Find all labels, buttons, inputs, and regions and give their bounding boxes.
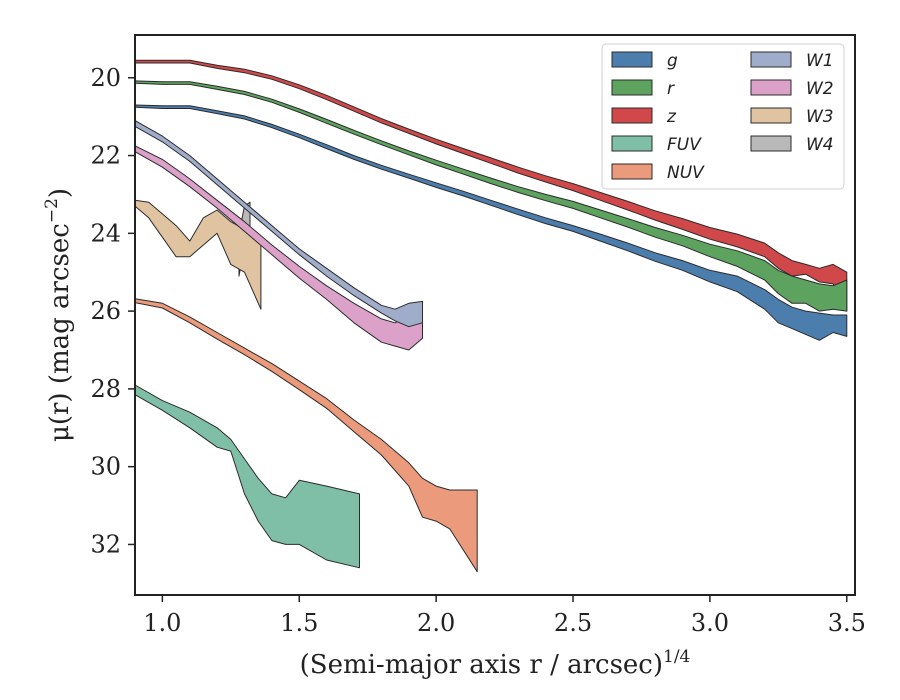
- series-band-nuv: [134, 298, 478, 573]
- x-tick-label: 1.0: [143, 609, 181, 637]
- legend-swatch-r: [611, 79, 653, 96]
- legend-swatch-w4: [750, 135, 792, 152]
- x-tick-label: 3.0: [691, 609, 729, 637]
- legend-swatch-z: [611, 107, 653, 124]
- legend-label-r: r: [667, 79, 675, 99]
- legend-label-fuv: FUV: [667, 135, 702, 155]
- legend-label-g: g: [667, 51, 678, 71]
- y-tick-label: 24: [90, 219, 121, 247]
- legend-swatch-nuv: [611, 163, 653, 180]
- y-tick-label: 26: [90, 297, 121, 325]
- x-tick-label: 3.5: [828, 609, 866, 637]
- legend-swatch-w1: [750, 51, 792, 68]
- series-band-g: [134, 104, 848, 341]
- series-bands: [134, 59, 848, 573]
- y-tick-label: 30: [90, 453, 121, 481]
- series-band-w2: [134, 145, 423, 351]
- legend-swatch-fuv: [611, 135, 653, 152]
- x-axis-title: (Semi-major axis r / arcsec)1/4: [300, 647, 691, 680]
- y-axis-title: μ(r) (mag arcsec−2): [42, 188, 75, 442]
- x-axis: 1.0 1.5 2.0 2.5 3.0 3.5: [143, 595, 866, 637]
- x-tick-label: 2.5: [554, 609, 592, 637]
- y-tick-label: 28: [90, 375, 121, 403]
- series-band-r: [134, 80, 848, 312]
- legend: grz FUV NUV W1 W2 W3 W4: [601, 43, 845, 190]
- x-tick-label: 2.0: [417, 609, 455, 637]
- series-band-fuv: [134, 384, 360, 569]
- legend-label-w1: W1: [806, 51, 834, 71]
- legend-swatch-w3: [750, 107, 792, 124]
- legend-label-nuv: NUV: [667, 163, 705, 183]
- y-axis: 20 22 24 26 28 30 32: [90, 64, 135, 558]
- x-axis-title-exponent: 1/4: [663, 647, 690, 667]
- y-tick-label: 20: [90, 64, 121, 92]
- legend-swatch-w2: [750, 79, 792, 96]
- x-tick-label: 1.5: [280, 609, 318, 637]
- y-tick-label: 32: [90, 530, 121, 558]
- legend-label-w4: W4: [806, 135, 834, 155]
- series-band-w1: [134, 120, 423, 328]
- y-axis-title-exponent: −2: [42, 198, 62, 223]
- y-tick-label: 22: [90, 142, 121, 170]
- legend-label-z: z: [666, 107, 677, 127]
- y-axis-title-tail: ): [45, 188, 75, 198]
- legend-label-w3: W3: [806, 107, 834, 127]
- legend-label-w2: W2: [806, 79, 834, 99]
- series-band-w3: [134, 199, 262, 310]
- plot-frame: [134, 34, 856, 596]
- legend-swatch-g: [611, 51, 653, 68]
